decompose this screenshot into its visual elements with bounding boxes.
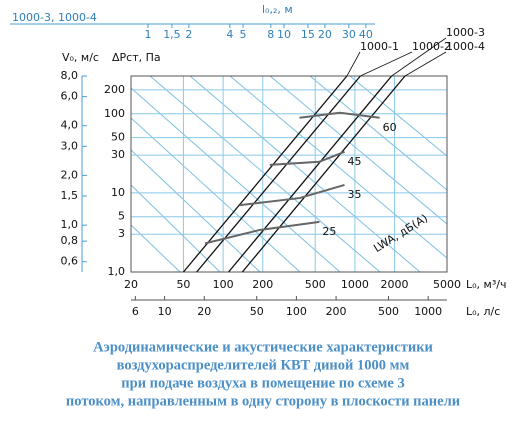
throw-isolines bbox=[130, 75, 448, 273]
throw-tick-label: 1 bbox=[144, 28, 151, 41]
isoline bbox=[269, 75, 448, 225]
caption: воздухораспределителей КВТ диной 1000 мм bbox=[117, 357, 410, 373]
flow-ls-axis-label: L₀, л/с bbox=[466, 305, 500, 318]
x-tick-label: 20 bbox=[124, 278, 138, 291]
series-line bbox=[269, 150, 345, 166]
flow-ls-tick-label: 1000 bbox=[414, 305, 442, 318]
label-leader bbox=[404, 51, 447, 77]
velocity-tick-label: 0,6 bbox=[61, 255, 79, 268]
velocity-tick-label: 3,0 bbox=[61, 139, 79, 152]
throw-tick-label: 15 bbox=[301, 28, 315, 41]
x-axis-label: L₀, м³/ч bbox=[466, 278, 506, 291]
velocity-tick-label: 4,0 bbox=[61, 119, 79, 132]
isoline bbox=[189, 75, 421, 273]
series-line bbox=[299, 111, 380, 119]
series-line bbox=[228, 75, 393, 273]
velocity-tick-label: 1,0 bbox=[61, 218, 79, 231]
y-tick-label: 5 bbox=[118, 210, 125, 223]
throw-tick-label: 10 bbox=[277, 28, 291, 41]
label-leader bbox=[346, 51, 361, 77]
flow-ls-tick-label: 20 bbox=[197, 305, 211, 318]
flow-ls-tick-label: 10 bbox=[158, 305, 172, 318]
series-label: 25 bbox=[322, 225, 336, 238]
y-tick-label: 3 bbox=[118, 227, 125, 240]
x-tick-label: 1000 bbox=[341, 278, 369, 291]
series-line bbox=[239, 183, 345, 207]
throw-tick-label: 5 bbox=[240, 28, 247, 41]
series-label: 1000-3 bbox=[446, 26, 485, 39]
velocity-tick-label: 6,0 bbox=[61, 90, 79, 103]
throw-axis-note: 1000-3, 1000-4 bbox=[12, 11, 97, 24]
isoline bbox=[309, 75, 448, 191]
x-tick-label: 500 bbox=[305, 278, 326, 291]
isoline bbox=[130, 87, 341, 273]
isoline bbox=[130, 149, 261, 273]
series-line bbox=[241, 75, 406, 273]
series-label: 1000-4 bbox=[446, 40, 485, 53]
y-tick-label: 1,0 bbox=[108, 265, 126, 278]
series-label: 35 bbox=[348, 188, 362, 201]
caption: потоком, направленным в одну сторону в п… bbox=[66, 393, 460, 409]
x-tick-label: 5000 bbox=[433, 278, 461, 291]
isoline bbox=[130, 117, 301, 273]
y-tick-label: 30 bbox=[111, 148, 125, 161]
flow-ls-tick-label: 100 bbox=[286, 305, 307, 318]
isoline bbox=[229, 75, 448, 259]
caption: при подаче воздуха в помещение по схеме … bbox=[121, 375, 404, 391]
y-tick-label: 10 bbox=[111, 186, 125, 199]
throw-tick-label: 30 bbox=[342, 28, 356, 41]
velocity-axis-label: V₀, м/с bbox=[62, 51, 99, 64]
label-leader bbox=[360, 51, 413, 77]
throw-tick-label: 20 bbox=[318, 28, 332, 41]
throw-tick-label: 1,5 bbox=[163, 28, 181, 41]
y-tick-label: 100 bbox=[104, 107, 125, 120]
velocity-tick-label: 1,5 bbox=[61, 189, 79, 202]
flow-ls-tick-label: 500 bbox=[378, 305, 399, 318]
flow-ls-tick-label: 6 bbox=[132, 305, 139, 318]
series-label: 1000-1 bbox=[360, 40, 399, 53]
x-tick-label: 2000 bbox=[381, 278, 409, 291]
throw-tick-label: 8 bbox=[267, 28, 274, 41]
caption: Аэродинамические и акустические характер… bbox=[93, 339, 433, 355]
series-line bbox=[182, 75, 348, 273]
velocity-tick-label: 8,0 bbox=[61, 69, 79, 82]
velocity-tick-label: 2,0 bbox=[61, 168, 79, 181]
x-tick-label: 200 bbox=[252, 278, 273, 291]
throw-tick-label: 4 bbox=[226, 28, 233, 41]
velocity-tick-label: 0,8 bbox=[61, 234, 79, 247]
isoline bbox=[130, 184, 221, 273]
flow-ls-tick-label: 50 bbox=[250, 305, 264, 318]
x-tick-label: 50 bbox=[176, 278, 190, 291]
isoline bbox=[349, 75, 448, 157]
plot-frame bbox=[130, 75, 448, 273]
throw-axis-label: l₀,₂, м bbox=[262, 3, 293, 16]
series-label: 60 bbox=[383, 121, 397, 134]
throw-tick-label: 40 bbox=[359, 28, 373, 41]
y-tick-label: 200 bbox=[104, 83, 125, 96]
label-leader bbox=[391, 37, 447, 77]
series-label: 45 bbox=[348, 155, 362, 168]
x-tick-label: 100 bbox=[213, 278, 234, 291]
series-line bbox=[204, 220, 320, 245]
throw-tick-label: 2 bbox=[185, 28, 192, 41]
y-axis-label: ΔPст, Па bbox=[112, 51, 161, 64]
isoline bbox=[130, 224, 181, 273]
flow-ls-tick-label: 200 bbox=[326, 305, 347, 318]
y-tick-label: 50 bbox=[111, 131, 125, 144]
series-label: 1000-2 bbox=[412, 40, 451, 53]
